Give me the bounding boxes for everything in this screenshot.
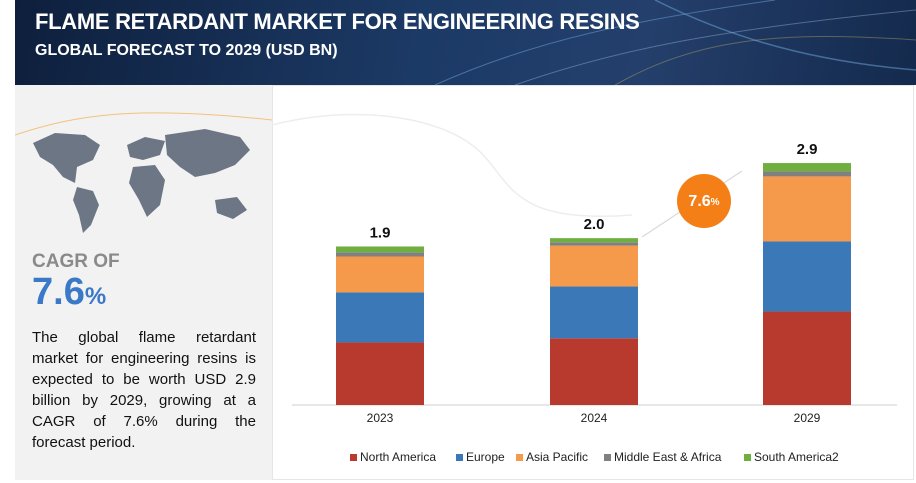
cagr-label: CAGR OF (32, 251, 120, 272)
bar-segment (336, 252, 424, 257)
bar-segment (550, 238, 638, 243)
bar-segment (763, 163, 851, 172)
cagr-bubble-unit: % (711, 197, 720, 208)
legend-swatch (744, 454, 751, 461)
bar-segment (550, 242, 638, 246)
x-tick-label: 2029 (794, 411, 821, 425)
x-tick-label: 2023 (367, 411, 394, 425)
chart: 1.9 2023 2.0 2024 2.9 2029 7.6% North America Eu… (272, 85, 914, 480)
header-decoration (434, 0, 916, 85)
bar-segment (763, 241, 851, 312)
cagr-bubble-text: 7.6% (688, 193, 719, 210)
header: FLAME RETARDANT MARKET FOR ENGINEERING R… (15, 0, 916, 85)
bar-segment (336, 342, 424, 405)
legend-label: North America (360, 450, 436, 464)
bar-segment (336, 292, 424, 343)
total-label: 2.9 (797, 141, 818, 158)
decoration (272, 113, 633, 217)
cagr-unit: % (84, 283, 107, 310)
bar-segment (763, 171, 851, 177)
legend-label: Middle East & Africa (614, 450, 722, 464)
bar-segment (763, 176, 851, 242)
title: FLAME RETARDANT MARKET FOR ENGINEERING R… (35, 9, 640, 34)
bar-segment (336, 246, 424, 253)
legend-label: Asia Pacific (526, 450, 588, 464)
legend-swatch (516, 454, 523, 461)
cagr-number: 7.6 (32, 271, 85, 313)
summary-panel: CAGR OF 7.6% The global flame retardant … (15, 85, 272, 480)
legend-swatch (350, 454, 357, 461)
legend-label: Europe (466, 450, 505, 464)
bar-segment (336, 256, 424, 293)
total-label: 2.0 (584, 216, 605, 233)
subtitle: GLOBAL FORECAST TO 2029 (USD BN) (35, 42, 338, 59)
bar-segment (550, 286, 638, 339)
cagr-bubble-value: 7.6 (688, 193, 710, 210)
bar-segment (550, 245, 638, 287)
legend-swatch (456, 454, 463, 461)
legend-swatch (604, 454, 611, 461)
world-map (15, 112, 272, 233)
total-label: 1.9 (370, 224, 391, 241)
summary-text: The global flame retardant market for en… (32, 329, 256, 451)
bar-segment (763, 311, 851, 405)
bar-segment (550, 338, 638, 405)
cagr-value: 7.6% (32, 271, 106, 314)
cagr-bubble (677, 174, 731, 228)
legend-label: South America2 (754, 450, 839, 464)
x-tick-label: 2024 (581, 411, 608, 425)
